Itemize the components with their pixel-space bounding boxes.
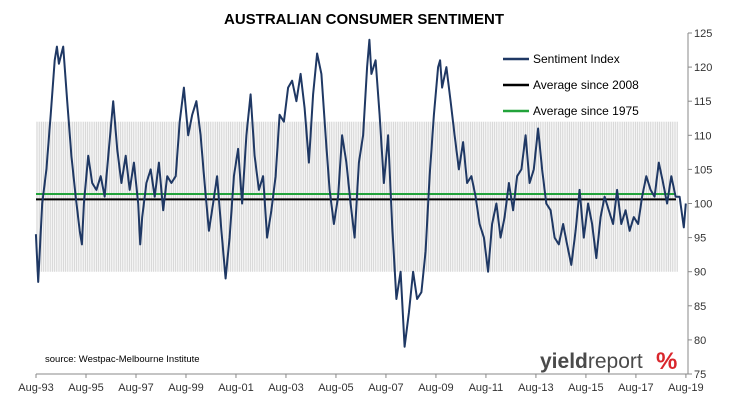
x-tick-label: Aug-95 [68, 382, 103, 394]
chart-title: AUSTRALIAN CONSUMER SENTIMENT [224, 11, 504, 28]
yieldreport-logo: yieldreport % [540, 348, 677, 375]
source-note: source: Westpac-Melbourne Institute [45, 354, 200, 365]
y-tick-label: 75 [694, 369, 706, 381]
x-tick-label: Aug-19 [668, 382, 703, 394]
logo-percent-symbol: % [656, 348, 677, 375]
x-tick-label: Aug-03 [268, 382, 303, 394]
y-tick-label: 115 [694, 96, 712, 108]
x-tick-label: Aug-17 [618, 382, 653, 394]
y-tick-label: 105 [694, 164, 712, 176]
x-tick-label: Aug-13 [518, 382, 553, 394]
x-tick-label: Aug-07 [368, 382, 403, 394]
y-tick-label: 125 [694, 28, 712, 40]
x-tick-label: Aug-05 [318, 382, 353, 394]
x-tick-label: Aug-11 [469, 382, 504, 394]
legend-label-sentiment: Sentiment Index [533, 52, 620, 66]
series-layer [34, 38, 687, 348]
x-tick-label: Aug-01 [218, 382, 253, 394]
y-tick-label: 120 [694, 62, 712, 74]
logo-text-report: report [588, 350, 643, 373]
y-tick-label: 100 [694, 199, 712, 211]
x-tick-label: Aug-97 [118, 382, 153, 394]
legend: Sentiment Index Average since 2008 Avera… [503, 52, 639, 118]
y-tick-label: 110 [694, 130, 712, 142]
band-hatching [36, 121, 678, 272]
x-tick-label: Aug-93 [18, 382, 53, 394]
logo-text: yieldreport [540, 350, 643, 373]
y-tick-label: 80 [694, 335, 706, 347]
y-tick-label: 90 [694, 267, 706, 279]
x-tick-label: Aug-09 [418, 382, 453, 394]
y-tick-label: 95 [694, 233, 706, 245]
legend-label-avg-2008: Average since 2008 [533, 78, 639, 92]
x-tick-label: Aug-15 [568, 382, 603, 394]
x-tick-label: Aug-99 [168, 382, 203, 394]
logo-text-yield: yield [540, 350, 588, 373]
sentiment-index-line [34, 38, 687, 348]
legend-label-avg-1975: Average since 1975 [533, 104, 639, 118]
y-tick-label: 85 [694, 301, 706, 313]
tick-labels: 75 80 85 90 95 100 105 110 115 120 125 Aug-93 Aug-95… [18, 28, 712, 394]
axes [35, 32, 692, 378]
